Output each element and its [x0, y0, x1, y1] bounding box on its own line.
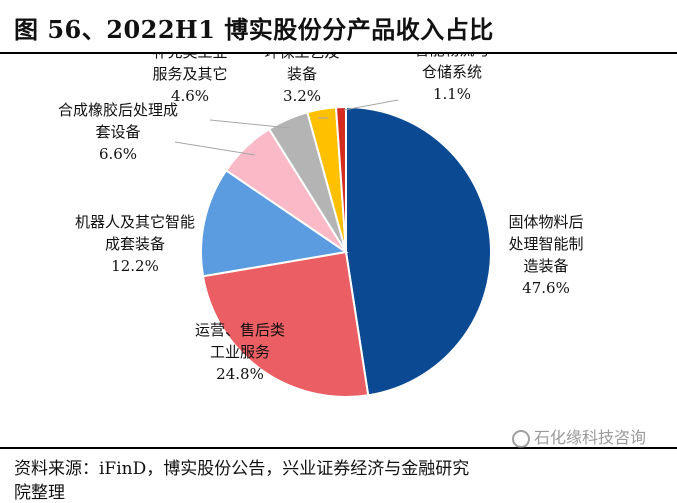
slice-value-label: 24.8%	[216, 365, 264, 383]
slice-label: 合成橡胶后处理成套设备 6.6%	[58, 101, 178, 163]
slice-value-label: 3.2%	[283, 87, 321, 105]
slice-label: 运营、售后类工业服务 24.8%	[195, 321, 285, 383]
leader-lines	[174, 99, 399, 156]
wechat-icon	[512, 429, 530, 448]
pie-chart: 固体物料后处理智能制造装备 47.6% 运营、售后类工业服务 24.8% 机器人及其它智…	[58, 54, 584, 398]
leader-line	[174, 141, 256, 156]
slice-category-label: 造装备	[523, 257, 568, 275]
bottom-rule	[0, 447, 677, 449]
slice-category-label: 服务及其它	[152, 65, 227, 83]
slice-category-label: 成套装备	[105, 235, 165, 253]
slice-category-label: 补充类工业	[152, 54, 227, 61]
slice-label: 机器人及其它智能成套装备 12.2%	[75, 213, 195, 275]
slice-category-label: 运营、售后类	[195, 321, 285, 339]
slice-value-label: 1.1%	[433, 85, 471, 103]
source-note: 资料来源：iFinD，博实股份公告，兴业证券经济与金融研究	[14, 459, 470, 479]
slice-value-label: 12.2%	[111, 257, 159, 275]
slice-label: 环保工艺及装备 3.2%	[264, 54, 339, 105]
slice-category-label: 处理智能制	[508, 235, 583, 253]
slice-category-label: 合成橡胶后处理成	[58, 101, 178, 119]
slice-label: 补充类工业服务及其它 4.6%	[152, 54, 227, 105]
pie-slice	[334, 105, 347, 253]
leader-line	[343, 99, 399, 111]
slice-value-label: 4.6%	[171, 87, 209, 105]
slice-labels: 固体物料后处理智能制造装备 47.6% 运营、售后类工业服务 24.8% 机器人及其它智…	[58, 54, 584, 383]
slice-category-label: 仓储系统	[422, 63, 482, 81]
top-rule	[0, 52, 677, 54]
pie-slice	[345, 105, 493, 397]
slice-category-label: 固体物料后	[508, 213, 583, 231]
slice-value-label: 47.6%	[522, 279, 570, 297]
pie-slice	[201, 250, 370, 398]
slice-label: 固体物料后处理智能制造装备 47.6%	[508, 213, 583, 297]
slice-category-label: 套设备	[95, 123, 140, 141]
source-note-continued: 院整理	[14, 483, 65, 503]
slice-category-label: 智能物流与	[414, 54, 489, 59]
slice-category-label: 机器人及其它智能	[75, 213, 195, 231]
watermark-text: 石化缘科技咨询	[534, 428, 647, 447]
slice-category-label: 环保工艺及	[264, 54, 339, 61]
slice-category-label: 工业服务	[210, 343, 270, 361]
chart-title: 图 56、2022H1 博实股份分产品收入占比	[14, 15, 494, 44]
pie-slice	[200, 168, 349, 278]
pie-slices	[200, 105, 493, 398]
watermark: 石化缘科技咨询	[512, 424, 646, 448]
slice-label: 智能物流与仓储系统 1.1%	[414, 54, 489, 103]
slice-category-label: 装备	[287, 65, 317, 83]
slice-value-label: 6.6%	[99, 145, 137, 163]
leader-line	[209, 119, 291, 129]
